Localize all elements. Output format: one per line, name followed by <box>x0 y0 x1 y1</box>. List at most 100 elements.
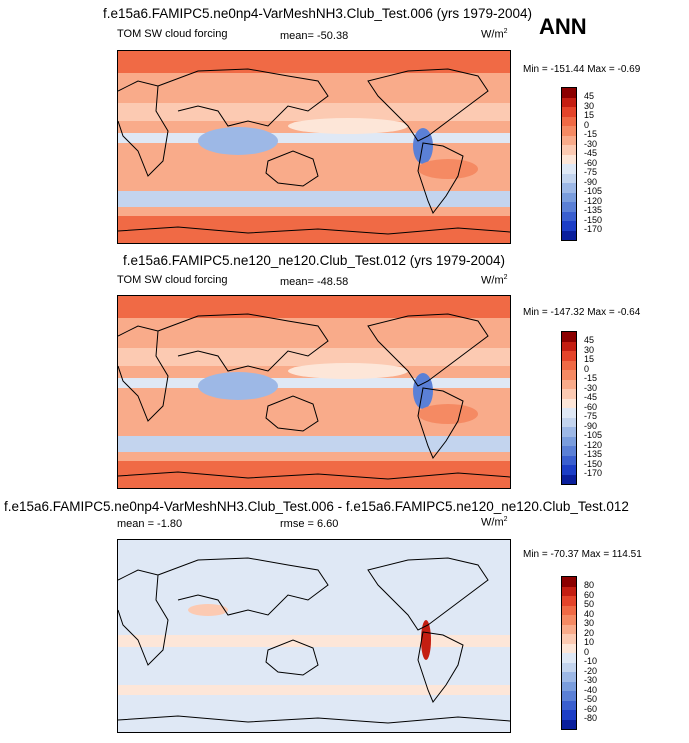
colorbar-segment <box>562 332 576 342</box>
colorbar-segment <box>562 700 576 710</box>
colorbar-segment <box>562 446 576 456</box>
colorbar-tick-label: -40 <box>584 684 598 695</box>
panel3-minmax: Min = -70.37 Max = 114.51 <box>523 549 642 560</box>
colorbar-tick-label: -135 <box>584 449 603 459</box>
coastline-path <box>265 395 319 432</box>
coastline-path <box>367 68 489 142</box>
field-band-subtropics <box>118 103 510 121</box>
colorbar-segment <box>562 436 576 446</box>
field-stratocumulus <box>418 159 478 179</box>
colorbar-tick-label: 10 <box>584 637 595 647</box>
colorbar-segment <box>562 192 576 202</box>
panel1-units: W/m2 <box>481 28 508 41</box>
coastline-path <box>157 68 329 127</box>
colorbar-tick-label: 40 <box>584 608 595 619</box>
colorbar-segment <box>562 154 576 164</box>
colorbar-tick-label: -30 <box>584 675 598 685</box>
colorbar-tick-label: 15 <box>584 110 595 120</box>
colorbar-tick-label: -15 <box>584 129 598 139</box>
colorbar-tick-label: 0 <box>584 646 590 657</box>
field-pacific <box>288 118 408 134</box>
panel3-mean: mean = -1.80 <box>117 518 183 530</box>
field-band-subtropics <box>118 348 510 366</box>
colorbar-tick-label: 20 <box>584 627 595 638</box>
colorbar-tick-label: -30 <box>584 382 598 393</box>
colorbar-segment <box>562 691 576 701</box>
colorbar-segment <box>562 97 576 107</box>
colorbar-tick-label: -120 <box>584 195 603 206</box>
colorbar-segment <box>562 465 576 475</box>
colorbar-tick-label: 0 <box>584 363 590 374</box>
colorbar-tick-label: -120 <box>584 439 603 450</box>
colorbar-segment <box>562 662 576 672</box>
colorbar-segment <box>562 211 576 221</box>
colorbar-tick-label: 30 <box>584 618 595 628</box>
colorbar-tick-label: -90 <box>584 176 598 187</box>
colorbar-segment <box>562 455 576 465</box>
colorbar-tick-label: -105 <box>584 430 603 440</box>
colorbar-tick-label: 60 <box>584 589 595 600</box>
panel2-mean: mean= -48.58 <box>280 276 349 288</box>
coastline-path <box>417 387 464 459</box>
colorbar-segment <box>562 183 576 193</box>
colorbar-segment <box>562 389 576 399</box>
colorbar-tick-label: 45 <box>584 335 595 345</box>
colorbar-segment <box>562 710 576 720</box>
field-band-storm <box>118 436 510 452</box>
panel1-colorbar <box>561 87 577 241</box>
colorbar-segment <box>562 202 576 212</box>
panel3-title: f.e15a6.FAMIPC5.ne0np4-VarMeshNH3.Club_T… <box>4 499 629 514</box>
colorbar-segment <box>562 605 576 615</box>
panel2-units: W/m2 <box>481 274 508 287</box>
panel2-minmax: Min = -147.32 Max = -0.64 <box>523 307 641 318</box>
panel1-mean: mean= -50.38 <box>280 30 349 42</box>
colorbar-segment <box>562 173 576 183</box>
colorbar-tick-label: -10 <box>584 656 598 666</box>
field-diff-patch <box>188 604 228 616</box>
colorbar-segment <box>562 341 576 351</box>
colorbar-tick-label: -60 <box>584 157 598 168</box>
coastline-path <box>367 313 489 387</box>
colorbar-tick-label: -60 <box>584 703 598 714</box>
panel2-colorbar <box>561 331 577 485</box>
coastline-path <box>118 80 169 177</box>
panel1-variable: TOM SW cloud forcing <box>117 28 228 40</box>
colorbar-segment <box>562 427 576 437</box>
coastline-path <box>417 631 464 703</box>
coastline-path <box>118 325 169 422</box>
colorbar-segment <box>562 634 576 644</box>
colorbar-segment <box>562 596 576 606</box>
colorbar-tick-label: -75 <box>584 411 598 421</box>
panel1-minmax: Min = -151.44 Max = -0.69 <box>523 64 641 75</box>
coastline-path <box>118 471 510 480</box>
colorbar-tick-label: 50 <box>584 599 595 609</box>
colorbar-tick-label: -45 <box>584 148 598 158</box>
colorbar-tick-label: -105 <box>584 186 603 196</box>
colorbar-segment <box>562 672 576 682</box>
colorbar-segment <box>562 653 576 663</box>
field-andes <box>413 373 433 409</box>
colorbar-segment <box>562 107 576 117</box>
field-warmpool <box>198 127 278 155</box>
colorbar-segment <box>562 116 576 126</box>
panel2-map <box>117 295 511 489</box>
colorbar-segment <box>562 586 576 596</box>
colorbar-tick-label: -60 <box>584 401 598 412</box>
colorbar-segment <box>562 164 576 174</box>
colorbar-segment <box>562 474 576 484</box>
colorbar-segment <box>562 681 576 691</box>
colorbar-segment <box>562 88 576 98</box>
colorbar-tick-label: -75 <box>584 167 598 177</box>
colorbar-segment <box>562 719 576 729</box>
colorbar-segment <box>562 643 576 653</box>
colorbar-tick-label: -80 <box>584 713 598 723</box>
colorbar-tick-label: 0 <box>584 119 590 130</box>
colorbar-segment <box>562 221 576 231</box>
colorbar-tick-label: -150 <box>584 214 603 225</box>
colorbar-segment <box>562 615 576 625</box>
coastline-path <box>118 226 510 235</box>
colorbar-segment <box>562 624 576 634</box>
field-band-itcz <box>118 378 510 388</box>
coastline-path <box>118 569 169 666</box>
coastline-path <box>417 142 464 214</box>
